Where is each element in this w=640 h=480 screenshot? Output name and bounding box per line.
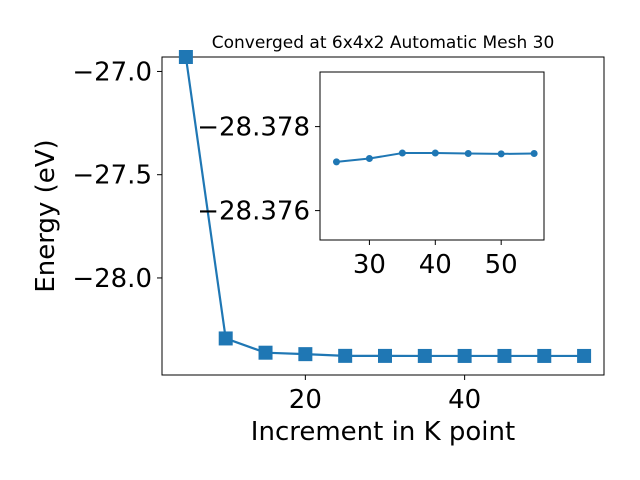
inset-data-point — [332, 158, 340, 166]
main-axis-ticks: 20 40 −27.0 −27.5 −28.0 — [72, 57, 481, 415]
main-x-tick-label: 40 — [448, 385, 481, 415]
inset-x-tick-label: 50 — [485, 250, 518, 280]
inset-x-tick-label: 30 — [353, 250, 386, 280]
inset-y-tick-label: −28.376 — [197, 197, 310, 227]
inset-x-tick-label: 40 — [419, 250, 452, 280]
main-data-point — [298, 347, 313, 362]
inset-data-point — [431, 149, 439, 157]
inset-data-point — [365, 155, 373, 163]
inset-chart: 30 40 50 −28.378 −28.376 — [197, 71, 545, 280]
main-data-point — [577, 348, 592, 363]
main-y-axis-label: Energy (eV) — [31, 139, 61, 292]
main-data-point — [497, 348, 512, 363]
inset-axis-ticks: 30 40 50 −28.378 −28.376 — [197, 113, 517, 280]
main-data-point — [377, 348, 392, 363]
main-data-point — [338, 348, 353, 363]
main-chart-title: Converged at 6x4x2 Automatic Mesh 30 — [212, 33, 555, 53]
main-data-point — [178, 50, 193, 64]
main-data-point — [457, 348, 472, 363]
inset-data-point — [398, 149, 406, 157]
main-data-point — [218, 331, 233, 346]
main-data-point — [258, 345, 273, 360]
inset-data-point — [530, 149, 538, 157]
inset-data-point — [497, 150, 505, 158]
inset-plot-frame — [319, 71, 545, 241]
inset-data-point — [464, 149, 472, 157]
main-series-group — [178, 50, 592, 363]
main-y-tick-label: −27.5 — [72, 161, 152, 191]
main-data-point — [537, 348, 552, 363]
main-x-axis-label: Increment in K point — [251, 417, 515, 447]
main-data-point — [417, 348, 432, 363]
inset-y-tick-label: −28.378 — [197, 113, 310, 143]
main-y-tick-label: −28.0 — [72, 264, 152, 294]
main-y-tick-label: −27.0 — [72, 57, 152, 87]
main-x-tick-label: 20 — [289, 385, 322, 415]
inset-series-group — [332, 149, 538, 166]
